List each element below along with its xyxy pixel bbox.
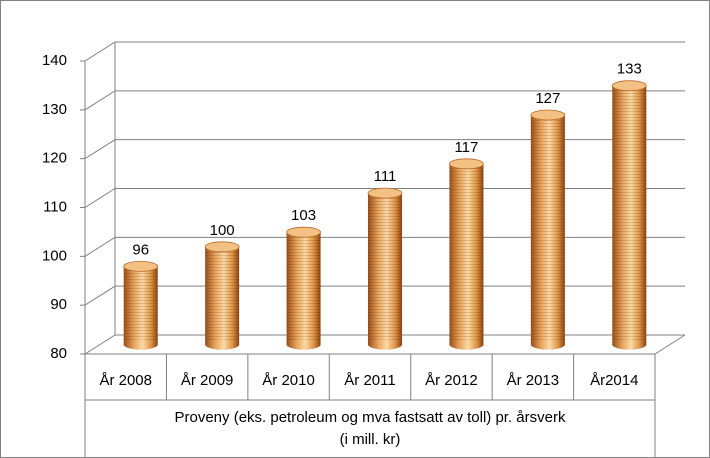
- x-tick-label: År 2011: [344, 372, 395, 389]
- bar-texture: [368, 193, 402, 345]
- y-tick-label: 130: [42, 101, 67, 118]
- value-label: 96: [132, 241, 149, 258]
- x-tick-label: År2014: [590, 372, 638, 389]
- bar-texture: [530, 114, 565, 345]
- bar-cap: [449, 158, 484, 170]
- grid-line: [80, 139, 685, 160]
- bar-cap: [123, 260, 159, 272]
- bar-base-front: [449, 339, 484, 350]
- x-axis-label: Proveny (eks. petroleum og mva fastsatt …: [175, 409, 566, 448]
- bar-texture: [286, 232, 321, 345]
- x-tick-label: År 2012: [425, 372, 478, 389]
- bar-cap: [611, 80, 647, 92]
- grid-line: [80, 41, 685, 62]
- value-label: 127: [535, 90, 560, 107]
- bar-cap: [530, 109, 566, 121]
- x-tick-label: År 2013: [507, 372, 560, 389]
- bar-cap: [286, 226, 321, 238]
- y-tick-label: 110: [43, 198, 67, 215]
- y-tick-label: 100: [42, 247, 67, 264]
- bar-base-front: [368, 339, 402, 350]
- bar-base-front: [530, 339, 565, 350]
- y-tick-label: 120: [42, 150, 67, 167]
- value-label: 103: [291, 207, 316, 224]
- bar-texture: [449, 163, 484, 345]
- bar-base-front: [123, 339, 158, 350]
- bar-base-front: [612, 339, 647, 350]
- x-tick-label: År 2008: [99, 372, 152, 389]
- bar-base-front: [286, 339, 321, 350]
- value-label: 111: [374, 168, 397, 185]
- y-tick-label: 80: [50, 345, 67, 362]
- bar-base-front: [205, 339, 240, 350]
- bar-texture: [123, 266, 158, 345]
- x-axis-label-line: (i mill. kr): [340, 431, 401, 448]
- bar-cap: [367, 187, 403, 199]
- value-label: 133: [617, 61, 642, 78]
- y-tick-label: 90: [50, 296, 67, 313]
- value-label: 117: [454, 139, 478, 156]
- bar-texture: [205, 246, 240, 345]
- grid-line: [80, 90, 685, 111]
- y-tick-label: 140: [42, 52, 67, 69]
- x-axis-label-line: Proveny (eks. petroleum og mva fastsatt …: [175, 409, 566, 426]
- grid-line: [80, 188, 685, 208]
- value-label: 100: [210, 222, 235, 239]
- x-tick-label: År 2009: [181, 372, 234, 389]
- bar-cap: [204, 241, 240, 253]
- x-tick-label: År 2010: [262, 372, 315, 389]
- bar-texture: [612, 85, 647, 345]
